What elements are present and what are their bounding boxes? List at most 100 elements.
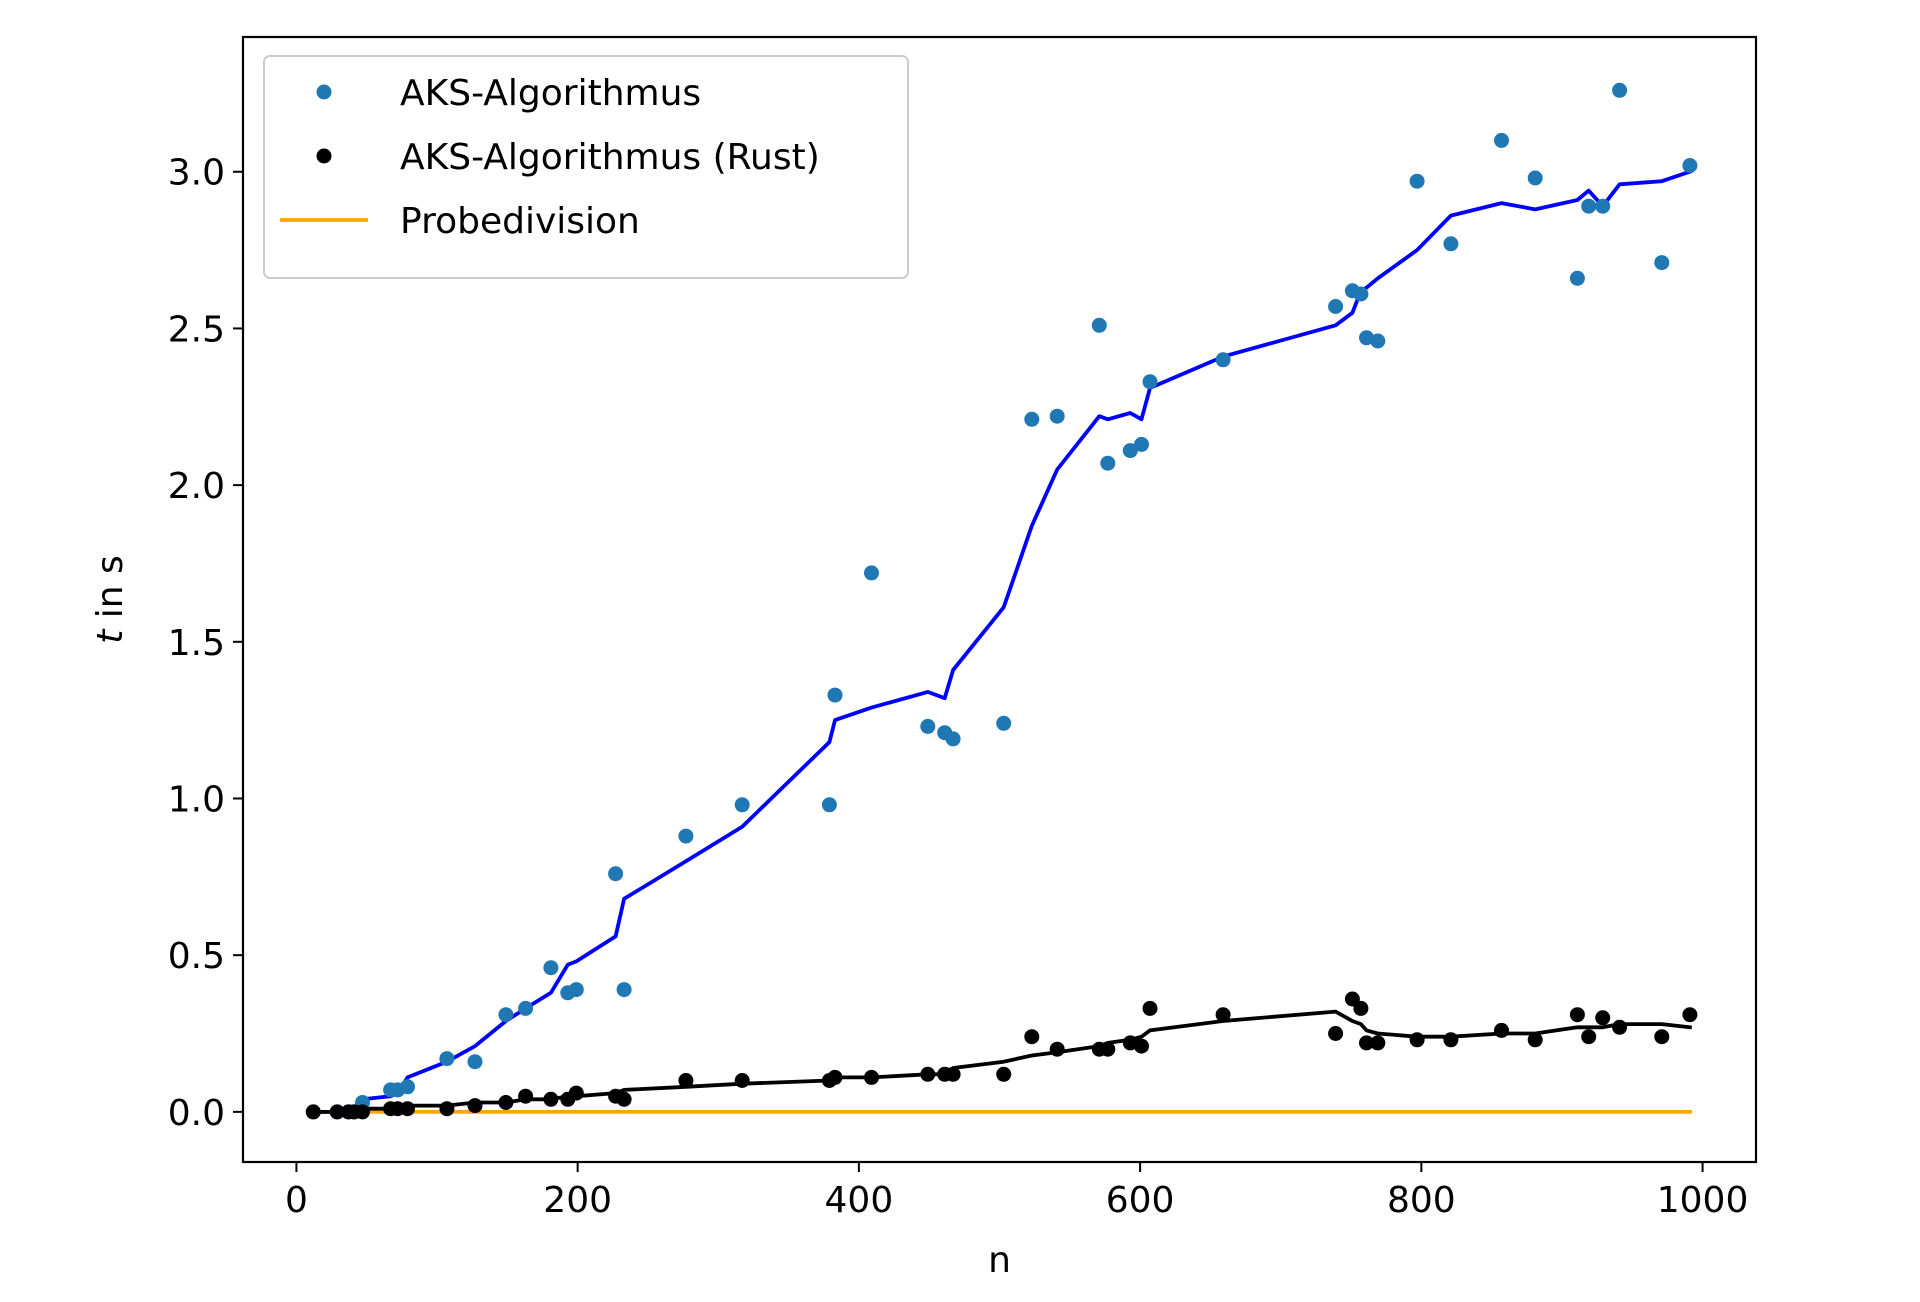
x-tick-label: 800 [1387,1180,1456,1221]
series-points [305,82,1698,1120]
axes-frame [241,35,1758,1164]
y-axis-label: t in s [90,555,131,644]
data-point-s0-44 [1581,198,1597,214]
data-point-s1-48 [1682,1007,1698,1023]
data-point-s1-18 [734,1073,750,1088]
data-point-s1-26 [1024,1029,1040,1045]
data-point-s0-42 [1527,170,1543,186]
data-point-s0-29 [1100,455,1116,471]
data-point-s0-46 [1612,82,1628,98]
data-point-s0-28 [1091,317,1107,333]
data-point-s1-9 [467,1098,483,1114]
x-tick-label: 400 [825,1180,894,1221]
data-point-s1-34 [1328,1026,1344,1041]
data-point-s0-7 [400,1079,415,1095]
data-point-s0-41 [1494,132,1509,148]
y-tick-label: 2.0 [168,466,225,507]
axis-ticks: 0 200 400 600 800 1000 0.0 0.5 1.0 1.5 2.0 2.5 3.0 [168,153,1749,1221]
data-point-s0-26 [1024,411,1040,427]
data-point-s1-33 [1215,1007,1231,1023]
y-tick-label: 0.5 [168,936,225,977]
data-point-s1-1 [329,1104,345,1120]
data-point-s1-41 [1494,1022,1509,1038]
data-point-s1-7 [400,1101,415,1117]
data-point-s1-31 [1134,1038,1149,1054]
y-axis-label-unit: in s [90,555,131,629]
data-point-s0-9 [467,1054,483,1070]
y-axis-label-symbol: t [90,628,131,644]
data-point-s1-20 [827,1069,843,1085]
data-point-s0-11 [518,1000,534,1016]
data-point-s1-16 [616,1091,632,1107]
data-point-s0-40 [1443,236,1459,252]
x-tick-label: 1000 [1657,1180,1749,1221]
data-point-s0-20 [827,687,843,703]
plot-area [305,82,1698,1120]
data-point-s0-38 [1370,333,1386,349]
data-point-s0-10 [498,1007,514,1023]
data-point-s1-8 [439,1101,455,1117]
legend-label-probedivision: Probedivision [400,201,640,242]
data-point-s1-14 [568,1085,584,1101]
x-tick-label: 600 [1106,1180,1175,1221]
data-point-s1-21 [864,1069,879,1085]
y-tick-label: 1.5 [168,623,225,664]
data-point-s0-48 [1682,158,1698,173]
data-point-s1-17 [678,1073,694,1088]
y-tick-label: 3.0 [168,153,225,194]
data-point-s1-32 [1142,1000,1158,1016]
data-point-s1-38 [1370,1035,1386,1051]
legend-label-aks-algorithmus: AKS-Algorithmus [400,73,701,114]
data-point-s1-12 [543,1091,559,1107]
y-tick-label: 2.5 [168,309,225,350]
data-point-s1-29 [1100,1041,1116,1057]
data-point-s0-27 [1049,408,1065,424]
data-point-s1-42 [1527,1032,1543,1048]
data-point-s1-22 [920,1066,936,1082]
data-point-s0-45 [1595,198,1611,214]
data-point-s0-14 [568,982,584,998]
data-point-s0-34 [1328,299,1344,314]
data-point-s0-22 [920,718,936,734]
legend-marker-aks-algorithmus-rust- [316,148,332,164]
data-point-s0-47 [1654,255,1670,271]
data-point-s1-47 [1654,1029,1670,1045]
data-point-s0-16 [616,982,632,998]
legend-box [263,55,909,279]
data-point-s0-39 [1409,173,1425,189]
data-point-s1-46 [1612,1019,1628,1035]
data-point-s1-27 [1049,1041,1065,1057]
data-point-s0-8 [439,1051,455,1067]
data-point-s1-11 [518,1088,534,1104]
legend-marker-aks-algorithmus [316,84,332,100]
data-point-s0-18 [734,797,750,813]
legend: AKS-Algorithmus AKS-Algorithmus (Rust) Pro… [263,55,909,279]
data-point-s0-19 [821,797,837,813]
data-point-s1-39 [1409,1032,1425,1048]
data-point-s0-12 [543,960,559,976]
data-point-s0-21 [864,565,879,581]
data-point-s1-43 [1569,1007,1585,1023]
data-point-s0-31 [1134,436,1149,452]
data-point-s0-15 [608,866,624,882]
data-point-s0-37 [1359,330,1374,346]
x-tick-label: 0 [285,1180,308,1221]
data-point-s1-24 [945,1066,961,1082]
data-point-s1-45 [1595,1010,1611,1026]
data-point-s0-30 [1122,443,1138,459]
data-point-s1-37 [1359,1035,1374,1051]
data-point-s1-0 [305,1104,321,1120]
data-point-s0-43 [1569,270,1585,286]
data-point-s1-25 [996,1066,1012,1082]
data-point-s0-36 [1353,286,1369,302]
data-point-s1-40 [1443,1032,1459,1048]
x-tick-label: 200 [543,1180,612,1221]
data-point-s1-36 [1353,1000,1369,1016]
y-tick-label: 1.0 [168,779,225,820]
y-tick-label: 0.0 [168,1093,225,1134]
data-point-s0-32 [1142,374,1158,390]
x-axis-label: n [988,1240,1011,1281]
data-point-s0-17 [678,828,694,844]
data-point-s1-10 [498,1095,514,1110]
